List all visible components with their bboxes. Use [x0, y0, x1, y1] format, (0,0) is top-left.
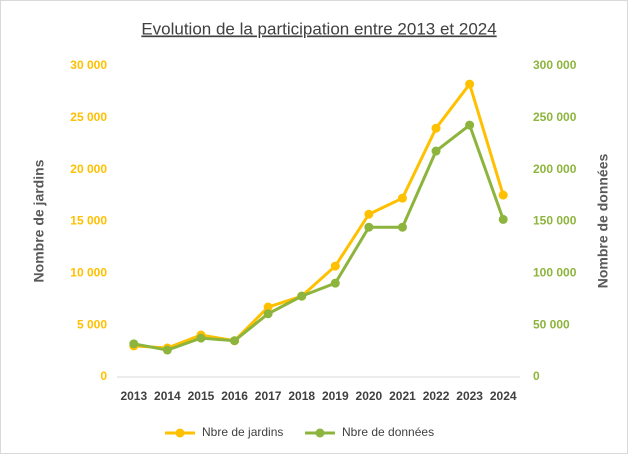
chart-title: Evolution de la participation entre 2013… — [141, 19, 496, 38]
data-point — [431, 123, 441, 133]
y-axis-title: Nombre de jardins — [31, 159, 47, 282]
data-point — [297, 291, 307, 301]
data-point — [498, 190, 508, 200]
data-point — [230, 336, 240, 346]
data-point — [364, 209, 374, 219]
y-tick-label: 30 000 — [70, 58, 107, 72]
x-tick-label: 2018 — [288, 389, 315, 403]
x-tick-label: 2024 — [490, 389, 517, 403]
y2-axis-title: Nombre de données — [595, 154, 611, 289]
y2-tick-label: 100 000 — [533, 266, 577, 280]
x-tick-label: 2016 — [221, 389, 248, 403]
data-point — [397, 222, 407, 232]
data-point — [465, 120, 475, 130]
x-tick-label: 2014 — [154, 389, 181, 403]
data-point — [465, 79, 475, 89]
y2-tick-label: 150 000 — [533, 214, 577, 228]
y-tick-label: 0 — [100, 369, 107, 383]
x-tick-label: 2015 — [188, 389, 215, 403]
y2-tick-label: 200 000 — [533, 162, 577, 176]
y-tick-label: 10 000 — [70, 266, 107, 280]
data-point — [263, 302, 273, 312]
x-tick-label: 2023 — [456, 389, 483, 403]
y2-tick-label: 300 000 — [533, 58, 577, 72]
y2-tick-label: 0 — [533, 369, 540, 383]
x-tick-label: 2019 — [322, 389, 349, 403]
data-point — [330, 261, 340, 271]
series-line — [133, 122, 505, 352]
series-line — [133, 80, 505, 350]
legend-label: Nbre de données — [342, 425, 434, 439]
legend-marker — [315, 428, 325, 438]
y-tick-label: 5 000 — [77, 317, 107, 331]
legend-label: Nbre de jardins — [202, 425, 283, 439]
data-point — [498, 214, 508, 224]
data-point — [397, 193, 407, 203]
x-tick-label: 2021 — [389, 389, 416, 403]
data-point — [196, 333, 206, 343]
data-point — [263, 309, 273, 319]
y2-tick-label: 250 000 — [533, 110, 577, 124]
data-point — [162, 345, 172, 355]
data-point — [364, 222, 374, 232]
x-tick-label: 2017 — [255, 389, 282, 403]
x-tick-label: 2020 — [356, 389, 383, 403]
data-point — [330, 278, 340, 288]
y-tick-label: 25 000 — [70, 110, 107, 124]
y2-tick-label: 50 000 — [533, 317, 570, 331]
x-tick-label: 2022 — [423, 389, 450, 403]
data-point — [129, 339, 139, 349]
y-tick-label: 20 000 — [70, 162, 107, 176]
y-tick-label: 15 000 — [70, 214, 107, 228]
legend-marker — [175, 428, 185, 438]
x-tick-label: 2013 — [120, 389, 147, 403]
data-point — [431, 146, 441, 156]
